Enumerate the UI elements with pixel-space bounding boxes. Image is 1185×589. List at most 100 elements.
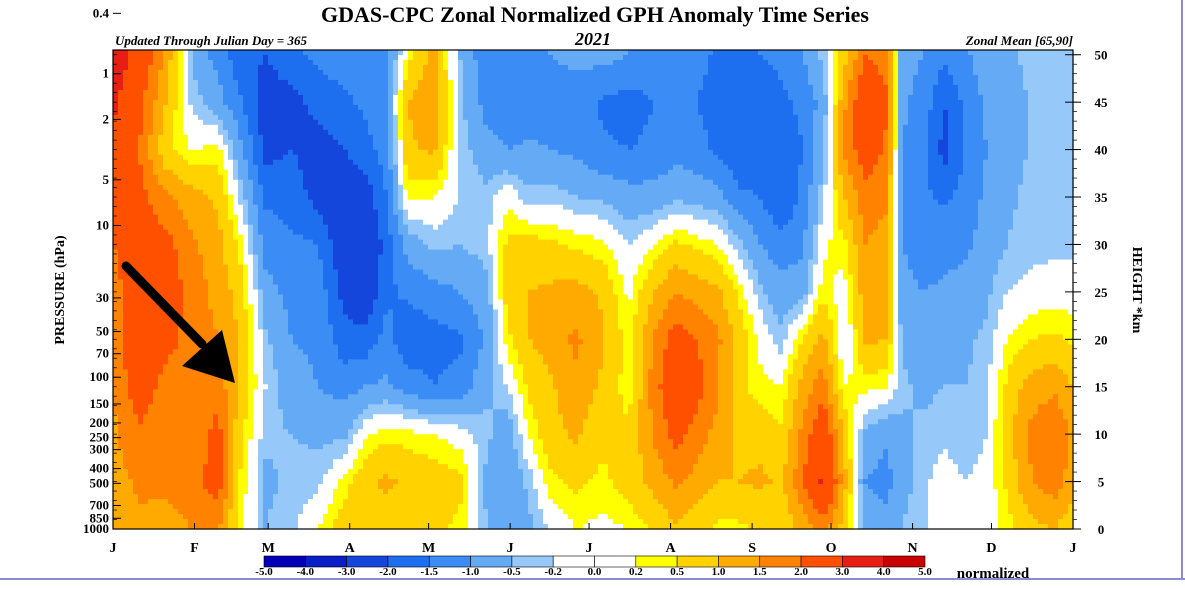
heatmap-cell — [193, 139, 199, 146]
heatmap-cell — [328, 424, 334, 430]
heatmap-cell — [298, 69, 304, 76]
heatmap-cell — [323, 204, 329, 211]
heatmap-cell — [118, 304, 124, 311]
heatmap-cell — [188, 119, 194, 126]
heatmap-cell — [113, 179, 119, 186]
heatmap-cell — [323, 294, 329, 301]
heatmap-cell — [188, 194, 194, 201]
heatmap-cell — [233, 349, 239, 355]
heatmap-cell — [243, 189, 249, 196]
heatmap-cell — [238, 479, 244, 485]
heatmap-cell — [328, 364, 334, 370]
heatmap-cell — [278, 124, 284, 131]
heatmap-cell — [128, 309, 134, 316]
heatmap-cell — [328, 119, 334, 126]
heatmap-cell — [198, 514, 204, 520]
heatmap-cell — [148, 259, 154, 266]
heatmap-cell — [133, 309, 139, 316]
heatmap-cell — [253, 74, 259, 81]
heatmap-cell — [313, 434, 319, 440]
heatmap-cell — [303, 309, 309, 316]
heatmap-cell — [228, 264, 234, 271]
heatmap-cell — [128, 129, 134, 136]
heatmap-cell — [178, 274, 184, 281]
heatmap-cell — [163, 369, 169, 375]
heatmap-cell — [323, 369, 329, 375]
heatmap-cell — [313, 389, 319, 395]
heatmap-cell — [153, 504, 159, 510]
heatmap-cell — [293, 139, 299, 146]
heatmap-cell — [308, 499, 314, 505]
heatmap-cell — [353, 59, 359, 66]
heatmap-cell — [143, 274, 149, 281]
heatmap-cell — [323, 379, 329, 385]
heatmap-cell — [228, 259, 234, 266]
heatmap-cell — [183, 469, 189, 475]
heatmap-cell — [273, 209, 279, 216]
heatmap-cell — [338, 379, 344, 385]
heatmap-cell — [228, 239, 234, 246]
heatmap-cell — [223, 54, 229, 61]
heatmap-cell — [318, 79, 324, 86]
heatmap-cell — [258, 294, 264, 301]
heatmap-cell — [308, 399, 314, 405]
heatmap-cell — [338, 514, 344, 520]
heatmap-cell — [338, 124, 344, 131]
heatmap-cell — [233, 94, 239, 101]
heatmap-cell — [328, 79, 334, 86]
heatmap-cell — [243, 129, 249, 136]
heatmap-cell — [328, 149, 334, 156]
heatmap-cell — [148, 459, 154, 465]
heatmap-cell — [123, 99, 129, 106]
heatmap-cell — [253, 104, 259, 111]
heatmap-cell — [353, 139, 359, 146]
heatmap-cell — [303, 139, 309, 146]
heatmap-cell — [273, 139, 279, 146]
heatmap-cell — [208, 269, 214, 276]
heatmap-cell — [258, 309, 264, 316]
heatmap-cell — [128, 514, 134, 520]
heatmap-cell — [258, 409, 264, 415]
heatmap-cell — [123, 124, 129, 131]
heatmap-cell — [113, 349, 119, 355]
heatmap-cell — [233, 169, 239, 176]
heatmap-cell — [283, 364, 289, 370]
heatmap-cell — [338, 194, 344, 201]
heatmap-cell — [128, 189, 134, 196]
heatmap-cell — [288, 184, 294, 191]
heatmap-cell — [368, 99, 374, 106]
heatmap-cell — [223, 484, 229, 490]
heatmap-cell — [208, 79, 214, 86]
heatmap-cell — [198, 369, 204, 375]
heatmap-cell — [178, 139, 184, 146]
heatmap-cell — [258, 124, 264, 131]
heatmap-cell — [258, 74, 264, 81]
heatmap-cell — [168, 459, 174, 465]
heatmap-cell — [263, 224, 269, 231]
heatmap-cell — [188, 439, 194, 445]
heatmap-cell — [338, 469, 344, 475]
heatmap-cell — [183, 389, 189, 395]
heatmap-cell — [163, 379, 169, 385]
heatmap-cell — [308, 249, 314, 256]
heatmap-cell — [258, 359, 264, 365]
heatmap-cell — [358, 279, 364, 286]
heatmap-cell — [138, 189, 144, 196]
heatmap-cell — [238, 419, 244, 425]
heatmap-cell — [183, 229, 189, 236]
heatmap-cell — [273, 324, 279, 331]
heatmap-cell — [288, 499, 294, 505]
heatmap-cell — [358, 94, 364, 101]
heatmap-cell — [248, 204, 254, 211]
heatmap-cell — [183, 369, 189, 375]
heatmap-cell — [283, 509, 289, 515]
heatmap-cell — [353, 339, 359, 345]
heatmap-cell — [168, 349, 174, 355]
heatmap-cell — [193, 499, 199, 505]
heatmap-cell — [183, 209, 189, 216]
heatmap-cell — [323, 69, 329, 76]
heatmap-cell — [118, 234, 124, 241]
heatmap-cell — [253, 199, 259, 206]
heatmap-cell — [343, 124, 349, 131]
heatmap-cell — [223, 409, 229, 415]
